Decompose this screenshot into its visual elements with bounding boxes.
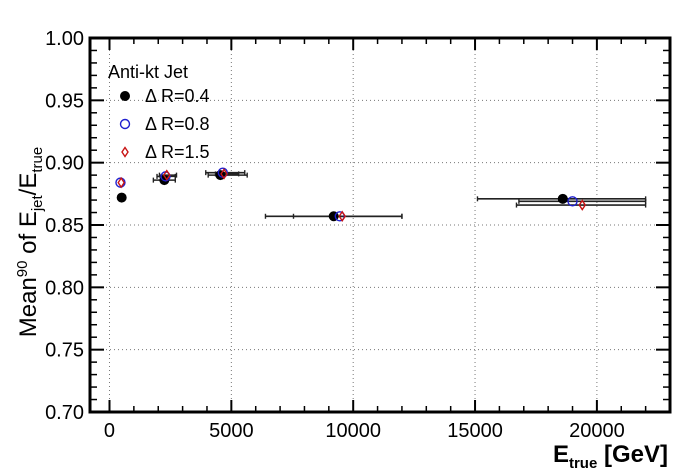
y-tick-label: 0.85 [45, 215, 84, 237]
y-tick-label: 0.70 [45, 402, 84, 424]
data-point-series-1 [557, 193, 568, 204]
legend-title: Anti-kt Jet [108, 62, 188, 82]
y-tick-label: 0.90 [45, 153, 84, 175]
y-axis-label: Mean90 of Ejet/Etrue [14, 147, 46, 337]
data-point-series-3 [578, 199, 587, 211]
x-axis-label: Etrue [GeV] [553, 441, 668, 472]
data-point-series-2 [567, 196, 578, 207]
tick-labels: 0 5000 10000 15000 20000 0.70 0.75 0.80 0.85 0.90… [45, 28, 625, 442]
x-tick-label: 20000 [569, 420, 625, 442]
data-point-series-3 [338, 210, 347, 223]
axis-ticks [90, 37, 671, 413]
x-tick-label: 5000 [209, 420, 254, 442]
data-markers [115, 167, 587, 223]
grid-lines [90, 38, 670, 412]
y-tick-label: 0.80 [45, 277, 84, 299]
x-tick-label: 15000 [447, 420, 503, 442]
y-tick-label: 0.95 [45, 90, 84, 112]
legend: Anti-kt Jet Δ R=0.4 Δ R=0.8 Δ R=1.5 [108, 62, 210, 162]
legend-label-2: Δ R=0.8 [145, 114, 210, 134]
error-bars [152, 170, 647, 219]
data-point-series-2 [334, 211, 345, 222]
data-point-series-3 [220, 168, 228, 180]
legend-marker-1 [120, 91, 130, 101]
legend-label-1: Δ R=0.4 [145, 86, 210, 106]
x-tick-label: 0 [104, 420, 115, 442]
y-tick-label: 1.00 [45, 28, 84, 50]
legend-label-3: Δ R=1.5 [145, 142, 210, 162]
data-point-series-3 [117, 176, 126, 189]
legend-marker-2 [119, 118, 131, 130]
data-point-series-3 [162, 169, 171, 181]
data-point-series-1 [116, 192, 127, 203]
legend-marker-3 [121, 146, 129, 158]
y-tick-label: 0.75 [45, 340, 84, 362]
x-tick-label: 10000 [325, 420, 381, 442]
